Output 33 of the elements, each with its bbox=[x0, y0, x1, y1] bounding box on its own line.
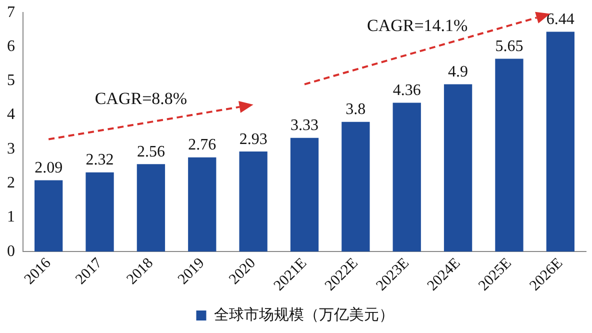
data-label: 3.8 bbox=[346, 101, 366, 118]
data-label: 2.32 bbox=[86, 152, 114, 169]
y-tick-label: 7 bbox=[7, 4, 15, 21]
data-label: 4.9 bbox=[448, 63, 468, 80]
data-label: 5.65 bbox=[495, 38, 524, 55]
data-label: 6.44 bbox=[546, 10, 574, 28]
annotation: CAGR=8.8% bbox=[94, 88, 188, 108]
y-tick-label: 1 bbox=[7, 208, 15, 226]
data-label: 2.93 bbox=[239, 130, 268, 148]
data-label: 4.36 bbox=[392, 82, 421, 99]
bar bbox=[495, 58, 524, 252]
data-label: 2.09 bbox=[34, 159, 63, 176]
y-tick-label: 3 bbox=[7, 140, 15, 158]
bar bbox=[290, 138, 319, 252]
bar bbox=[392, 102, 421, 252]
annotation: CAGR=14.1% bbox=[366, 16, 468, 36]
y-tick-label: 6 bbox=[7, 38, 15, 55]
data-label: 2.56 bbox=[136, 143, 165, 160]
bar bbox=[546, 32, 574, 252]
y-tick-label: 2 bbox=[7, 174, 15, 192]
data-label: 2.76 bbox=[188, 136, 216, 154]
y-tick-label: 4 bbox=[7, 106, 15, 124]
legend-label: 全球市场规模（万亿美元） bbox=[214, 306, 394, 324]
bar bbox=[34, 180, 63, 252]
bar bbox=[188, 157, 216, 252]
bar bbox=[86, 172, 114, 252]
bar bbox=[444, 84, 472, 252]
y-tick-label: 0 bbox=[7, 242, 15, 260]
bar bbox=[136, 164, 166, 252]
data-label: 3.33 bbox=[290, 117, 318, 134]
bar bbox=[342, 122, 370, 252]
bar bbox=[239, 152, 268, 252]
y-tick-label: 5 bbox=[7, 72, 15, 90]
